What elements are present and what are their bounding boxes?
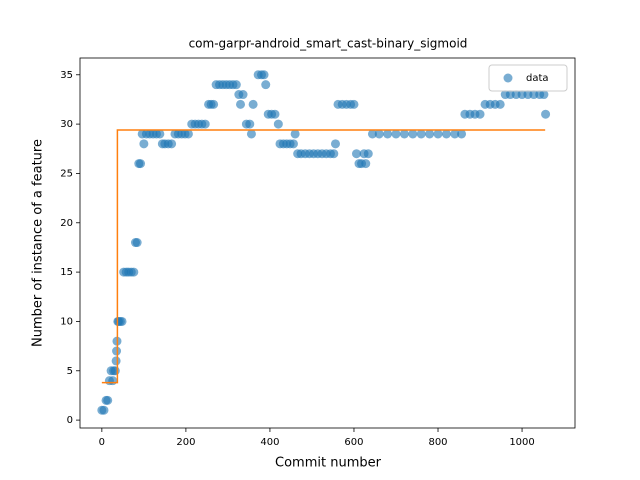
point (363, 149, 373, 159)
point (383, 129, 393, 139)
point (139, 139, 149, 149)
point (167, 139, 177, 149)
legend-marker (503, 73, 513, 83)
y-axis-label: Number of instance of a feature (31, 139, 46, 347)
point (351, 149, 361, 159)
y-tick-label: 5 (67, 366, 73, 377)
point (399, 129, 409, 139)
point (129, 267, 139, 277)
point (245, 119, 255, 129)
y-tick-label: 30 (60, 119, 73, 130)
point (408, 129, 418, 139)
point (246, 129, 256, 139)
x-tick-label: 0 (99, 437, 105, 448)
point (329, 149, 339, 159)
point (209, 99, 219, 109)
point (136, 159, 146, 169)
y-tick-label: 0 (67, 415, 73, 426)
point (261, 80, 271, 90)
point (273, 119, 283, 129)
point (288, 139, 298, 149)
axes-frame (79, 57, 576, 429)
chart-title: com-garpr-android_smart_cast-binary_sigm… (189, 37, 468, 51)
point (183, 129, 193, 139)
point (374, 129, 384, 139)
x-tick-label: 800 (428, 437, 447, 448)
point (259, 70, 269, 80)
y-tick-label: 35 (60, 70, 73, 81)
point (155, 129, 165, 139)
line (101, 129, 546, 384)
point (457, 129, 467, 139)
x-axis-label: Commit number (275, 456, 382, 471)
point (441, 129, 451, 139)
point (231, 80, 241, 90)
point (236, 99, 246, 109)
point (108, 376, 118, 386)
point (248, 99, 258, 109)
point (238, 90, 248, 100)
point (416, 129, 426, 139)
point (367, 129, 377, 139)
point (425, 129, 435, 139)
point (110, 366, 120, 376)
x-tick-label: 600 (344, 437, 363, 448)
point (330, 139, 340, 149)
y-tick-label: 20 (60, 218, 73, 229)
legend-label: data (526, 73, 549, 84)
point (200, 119, 210, 129)
point (132, 238, 142, 248)
point (361, 159, 371, 169)
x-tick-label: 200 (176, 437, 195, 448)
point (290, 129, 300, 139)
legend-box (488, 64, 568, 92)
point (270, 109, 280, 119)
point (539, 90, 549, 100)
point (475, 109, 485, 119)
point (111, 356, 121, 366)
point (495, 99, 505, 109)
x-tick-label: 400 (260, 437, 279, 448)
point (391, 129, 401, 139)
y-tick-label: 10 (60, 316, 73, 327)
point (433, 129, 443, 139)
point (112, 346, 122, 356)
point (450, 129, 460, 139)
point (541, 109, 551, 119)
y-tick-label: 25 (60, 168, 73, 179)
scatter-series (97, 70, 551, 415)
point (103, 395, 113, 405)
point (99, 405, 109, 415)
y-tick-label: 15 (60, 267, 73, 278)
point (117, 316, 127, 326)
point (349, 99, 359, 109)
x-tick-label: 1000 (509, 437, 534, 448)
